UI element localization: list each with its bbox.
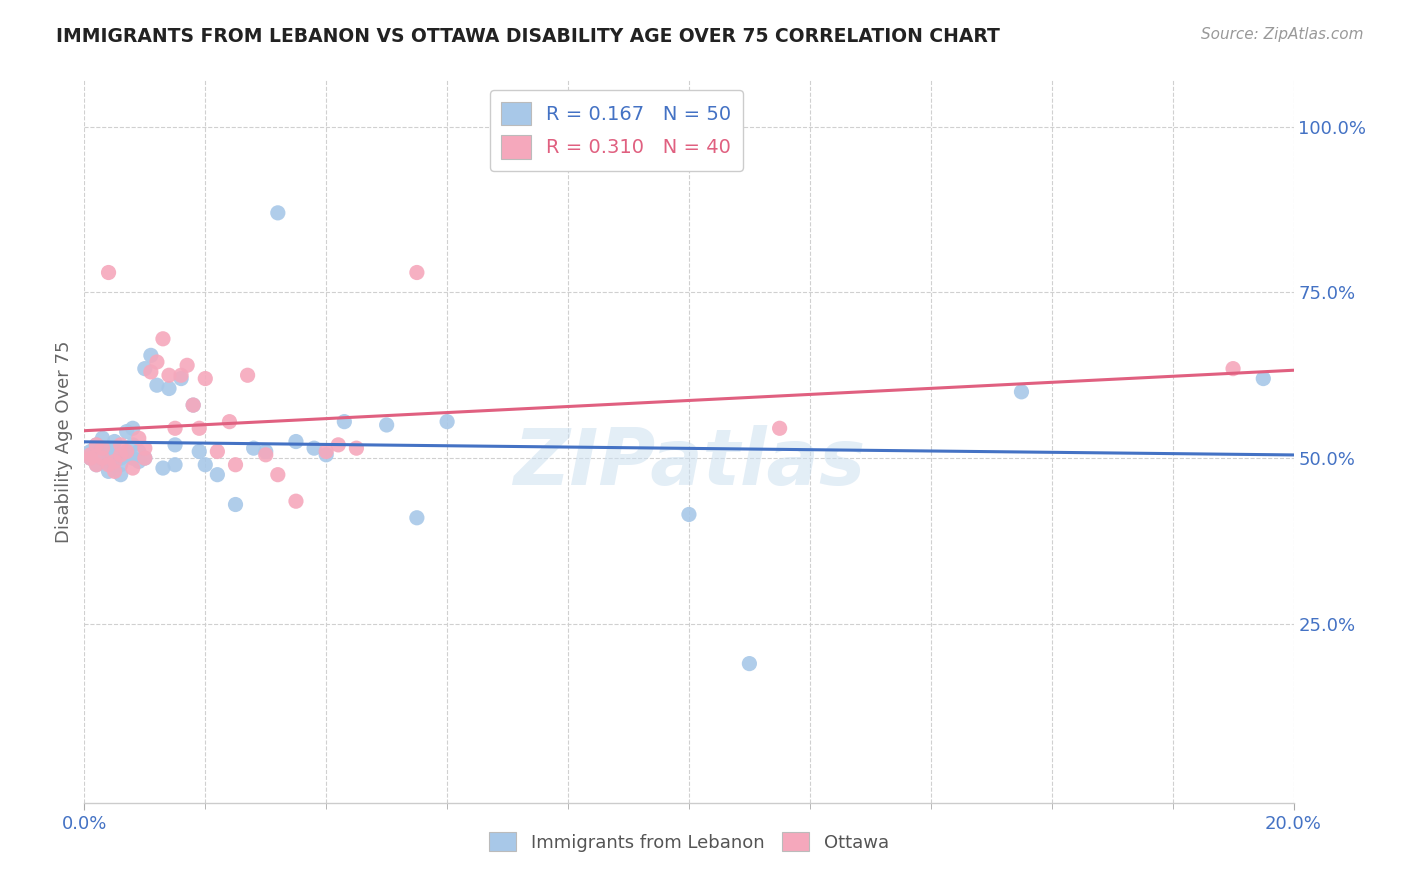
Point <box>225 498 247 512</box>
Point <box>97 464 120 478</box>
Point <box>436 415 458 429</box>
Point <box>79 444 101 458</box>
Point <box>152 461 174 475</box>
Point <box>157 368 180 383</box>
Point <box>194 458 217 472</box>
Point <box>769 421 792 435</box>
Point <box>110 458 132 472</box>
Point <box>104 451 127 466</box>
Point <box>110 467 132 482</box>
Point <box>86 438 108 452</box>
Point <box>97 454 120 468</box>
Point <box>267 467 290 482</box>
Point <box>165 421 187 435</box>
Point <box>146 355 169 369</box>
Point <box>128 431 150 445</box>
Point <box>152 332 174 346</box>
Point <box>1011 384 1033 399</box>
Point <box>254 448 277 462</box>
Point <box>738 657 761 671</box>
Point <box>194 371 217 385</box>
Point <box>91 448 114 462</box>
Point <box>121 461 143 475</box>
Point <box>333 415 356 429</box>
Point <box>181 398 204 412</box>
Point <box>139 348 162 362</box>
Point <box>236 368 259 383</box>
Point <box>207 444 229 458</box>
Point <box>86 458 108 472</box>
Point <box>110 448 132 462</box>
Point <box>267 206 290 220</box>
Text: ZIPatlas: ZIPatlas <box>513 425 865 501</box>
Point <box>375 417 398 432</box>
Text: IMMIGRANTS FROM LEBANON VS OTTAWA DISABILITY AGE OVER 75 CORRELATION CHART: IMMIGRANTS FROM LEBANON VS OTTAWA DISABI… <box>56 27 1000 45</box>
Point <box>86 458 108 472</box>
Point <box>188 444 211 458</box>
Point <box>134 451 156 466</box>
Point <box>1253 371 1275 385</box>
Point <box>242 441 264 455</box>
Point <box>176 359 198 373</box>
Point <box>225 458 247 472</box>
Point <box>406 266 429 280</box>
Point <box>104 464 127 478</box>
Point <box>134 441 156 455</box>
Point <box>128 444 150 458</box>
Point <box>91 451 114 466</box>
Point <box>1222 361 1244 376</box>
Text: Source: ZipAtlas.com: Source: ZipAtlas.com <box>1201 27 1364 42</box>
Point <box>207 467 229 482</box>
Point <box>346 441 368 455</box>
Point <box>121 451 143 466</box>
Y-axis label: Disability Age Over 75: Disability Age Over 75 <box>55 340 73 543</box>
Point <box>86 438 108 452</box>
Point <box>97 266 120 280</box>
Point <box>678 508 700 522</box>
Point <box>79 451 101 466</box>
Point <box>128 454 150 468</box>
Point <box>146 378 169 392</box>
Point <box>139 365 162 379</box>
Point <box>97 441 120 455</box>
Point <box>121 421 143 435</box>
Point <box>170 368 193 383</box>
Legend: R = 0.167   N = 50, R = 0.310   N = 40: R = 0.167 N = 50, R = 0.310 N = 40 <box>489 90 742 170</box>
Point <box>104 444 127 458</box>
Point <box>134 361 156 376</box>
Point <box>97 458 120 472</box>
Point <box>91 441 114 455</box>
Point <box>302 441 325 455</box>
Point <box>121 438 143 452</box>
Point <box>157 382 180 396</box>
Point <box>104 454 127 468</box>
Point <box>218 415 240 429</box>
Point <box>254 444 277 458</box>
Point <box>79 451 101 466</box>
Point <box>165 438 187 452</box>
Point <box>165 458 187 472</box>
Point <box>115 425 138 439</box>
Point <box>328 438 350 452</box>
Point <box>170 371 193 385</box>
Point <box>91 431 114 445</box>
Point <box>315 448 337 462</box>
Point <box>285 494 308 508</box>
Point <box>79 448 101 462</box>
Point <box>315 444 337 458</box>
Point <box>110 438 132 452</box>
Point <box>110 451 132 466</box>
Point <box>188 421 211 435</box>
Point <box>115 448 138 462</box>
Point <box>406 510 429 524</box>
Point <box>181 398 204 412</box>
Point <box>115 444 138 458</box>
Point <box>104 434 127 449</box>
Point <box>285 434 308 449</box>
Point <box>134 451 156 466</box>
